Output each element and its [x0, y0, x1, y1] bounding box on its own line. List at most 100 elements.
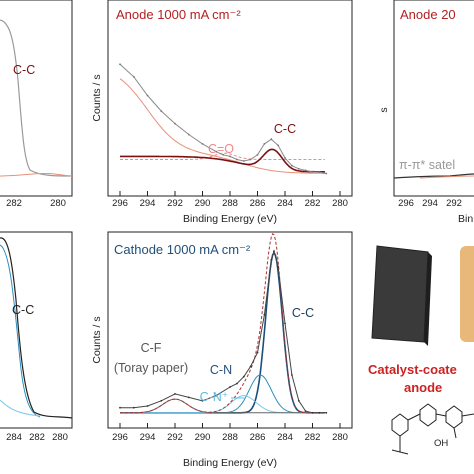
anode-tick-label: 290 [195, 198, 211, 209]
structure-bond-2 [435, 413, 447, 417]
anode-data-point [318, 171, 321, 173]
anode-co-component [120, 152, 325, 160]
right-top-frame [393, 0, 474, 197]
right-top-bg-line [419, 175, 474, 179]
cathode-tick-label: 288 [222, 432, 238, 443]
cathode-data-point [311, 411, 314, 414]
anode-ylabel: Counts / s [91, 74, 103, 121]
anode-tick-label: 294 [140, 198, 156, 209]
cathode-data-point [256, 351, 259, 354]
left-top-cc-label: C-C [13, 63, 35, 77]
cathode-data-point [273, 250, 275, 253]
cathode-data-point [236, 382, 238, 385]
structure-ring-3 [445, 405, 463, 429]
cathode-xlabel: Binding Energy (eV) [183, 457, 277, 469]
anode-data-point [277, 144, 279, 147]
left-top-bg-line [0, 172, 73, 177]
anode-photo-front [371, 245, 429, 343]
cathode-data-point [277, 265, 279, 268]
anode-frame [107, 0, 353, 197]
left-bottom-tick-280: 280 [52, 432, 68, 443]
cathode-data-point [318, 411, 321, 414]
anode-background-fit [119, 78, 325, 174]
catalyst-coated-anode-photo [371, 245, 432, 346]
catalyst-label-line1: Catalyst-coate [368, 362, 457, 377]
anode-title: Anode 1000 mA cm⁻² [116, 7, 241, 22]
anode-data-point [229, 155, 231, 158]
left-bottom-tick-282: 282 [29, 432, 45, 443]
cathode-data-point [249, 365, 252, 368]
right-top-tick-292: 292 [446, 198, 462, 209]
cathode-tick-label: 292 [167, 432, 183, 443]
anode-data-point [304, 169, 307, 172]
cathode-ylabel: Counts / s [91, 316, 103, 363]
cathode-data-point [201, 399, 204, 402]
left-top-tick-282: 282 [6, 198, 22, 209]
cathode-tick-label: 294 [140, 432, 156, 443]
cathode-title: Cathode 1000 mA cm⁻² [114, 242, 251, 257]
anode-data-point [187, 133, 190, 136]
cathode-data-line [120, 249, 327, 414]
anode-data-point [284, 157, 286, 159]
anode-data-point [236, 158, 238, 161]
cathode-chart: Cathode 1000 mA cm⁻² Counts / s Binding … [91, 231, 353, 469]
cathode-data-point [215, 394, 218, 397]
cathode-envelope [120, 233, 325, 414]
anode-tick-label: 296 [112, 198, 128, 209]
cathode-data-point [160, 399, 163, 402]
structure-ring-2 [419, 403, 437, 427]
anode-data-point [297, 167, 300, 170]
anode-tick-label: 286 [250, 198, 266, 209]
left-top-panel: C-C 282 280 [0, 0, 73, 209]
right-top-xlabel: Bin [458, 213, 473, 225]
anode-tick-label: 288 [222, 198, 238, 209]
anode-data-point [222, 153, 225, 156]
structure-bond-5 [391, 449, 409, 455]
right-top-title: Anode 20 [400, 7, 456, 22]
anode-tick-label: 282 [305, 198, 321, 209]
right-bottom-panel: Catalyst-coate anode OH [368, 245, 474, 455]
cathode-data-point [187, 396, 190, 399]
left-top-frame [0, 0, 73, 197]
cathode-data-point [297, 399, 300, 402]
cathode-data-point [304, 410, 307, 412]
cathode-cc-component [120, 251, 325, 414]
left-bottom-fit-line [0, 244, 41, 418]
anode-data-line [119, 63, 327, 174]
left-top-tick-280: 280 [50, 198, 66, 209]
cathode-data-point [291, 374, 293, 376]
right-top-tick-294: 294 [422, 198, 438, 209]
structure-bond-3 [461, 413, 474, 417]
cathode-cf-component [120, 398, 325, 414]
cathode-data-point [146, 405, 149, 407]
anode-xlabel: Binding Energy (eV) [183, 213, 277, 225]
left-top-raw-line [0, 19, 73, 177]
anode-photo-side [424, 252, 432, 346]
anode-tick-label: 292 [167, 198, 183, 209]
electrode-photo-partial [460, 246, 474, 342]
right-top-raw-line [393, 173, 474, 179]
cathode-data-point [284, 322, 286, 325]
cathode-tick-label: 296 [112, 432, 128, 443]
cathode-toray-label: (Toray paper) [114, 361, 188, 375]
structure-oh-label: OH [434, 438, 448, 449]
left-bottom-raw-line [0, 237, 73, 419]
anode-data-point [119, 63, 121, 66]
cathode-frame [107, 231, 353, 429]
anode-data-point [160, 110, 163, 112]
anode-data-point [174, 122, 176, 125]
cathode-cf-label: C-F [141, 341, 162, 355]
anode-tick-label: 284 [277, 198, 293, 209]
catalyst-label-line2: anode [404, 380, 442, 395]
anode-data-point [201, 143, 204, 145]
anode-data-point [291, 164, 293, 167]
anode-data-point [132, 75, 135, 78]
anode-cc-component [120, 148, 325, 173]
right-top-panel: Anode 20 s π-π* satel 296 294 292 Bin [378, 0, 474, 225]
cathode-data-point [132, 406, 135, 409]
anode-data-point [270, 138, 273, 141]
cathode-tick-label: 286 [250, 432, 266, 443]
left-bottom-tick-284: 284 [6, 432, 22, 443]
right-top-tick-296: 296 [398, 198, 414, 209]
structure-bond-1 [407, 413, 421, 421]
